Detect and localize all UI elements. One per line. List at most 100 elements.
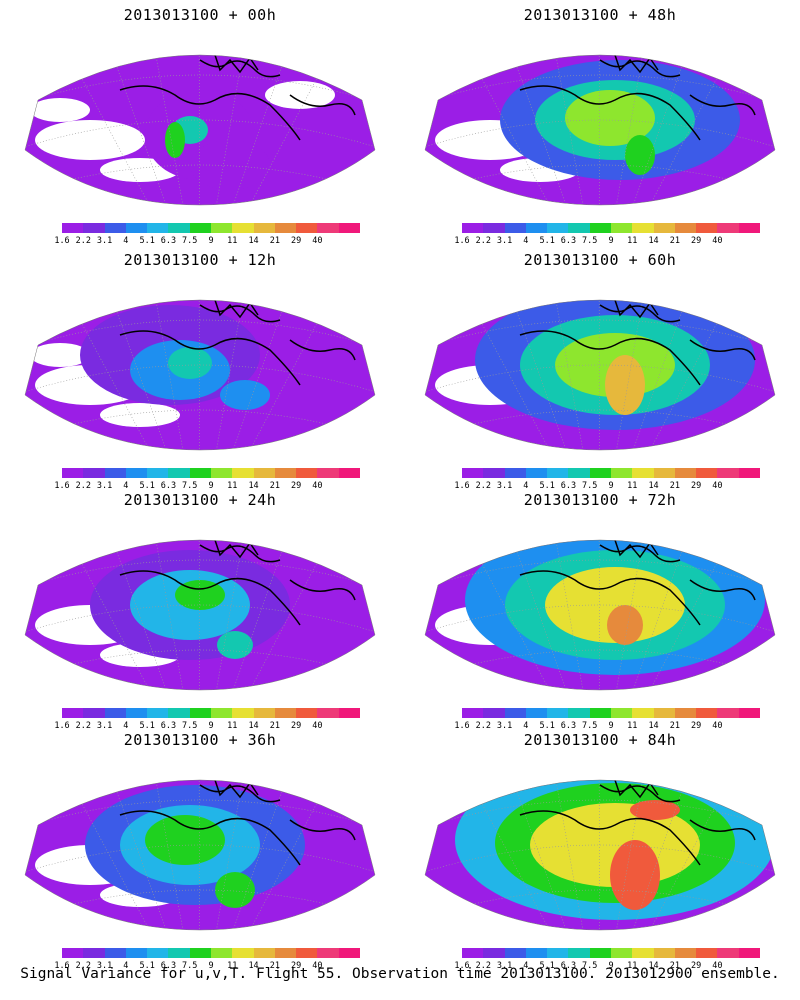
- graticule-parallel: [425, 799, 775, 836]
- panel-title: 2013013100 + 12h: [123, 251, 277, 269]
- colorbar-tick-label: 40: [712, 236, 723, 246]
- colorbar-tick-label: 9: [608, 236, 614, 246]
- colorbar-tick-label: 3.1: [96, 961, 113, 971]
- colorbar-segment: [274, 223, 297, 233]
- colorbar-tick-label: 7.5: [182, 236, 198, 246]
- map-border: [424, 54, 776, 206]
- panel-title: 2013013100 + 24h: [123, 491, 277, 509]
- colorbar-tick-label: 4: [523, 236, 529, 246]
- colorbar-segment: [717, 948, 739, 958]
- colorbar-tick-label: 2.2: [75, 481, 91, 491]
- colorbar-segment: [62, 948, 84, 958]
- colorbar-segment: [147, 948, 169, 958]
- colorbar-segment: [504, 708, 526, 718]
- colorbar-segment: [317, 223, 339, 233]
- colorbar-tick-label: 4: [123, 236, 129, 246]
- colorbar-tick-label: 29: [691, 236, 702, 246]
- colorbar-tick-label: 6.3: [560, 721, 577, 731]
- colorbar-tick-label: 29: [291, 481, 302, 491]
- graticule-meridian: [492, 300, 601, 450]
- colorbar-labels: 1.6 2.2 3.1 4 5.1 6.3 7.5 9 11 14 21 29 40: [54, 721, 360, 731]
- colorbar-segment: [274, 708, 297, 718]
- variance-contour: [605, 355, 645, 415]
- colorbar-segment: [338, 948, 360, 958]
- coastline: [119, 780, 356, 866]
- graticule-parallel: [25, 364, 375, 401]
- graticule-parallel: [425, 559, 775, 596]
- colorbar-tick-label: 1.6: [54, 721, 70, 731]
- colorbar-tick-label: 5.1: [139, 961, 155, 971]
- colorbar-labels: 1.6 2.2 3.1 4 5.1 6.3 7.5 9 11 14 21 29 40: [54, 481, 360, 491]
- colorbar-tick-label: 40: [312, 721, 323, 731]
- low-variance-area: [265, 81, 335, 109]
- map-border: [424, 299, 776, 451]
- colorbar-segment: [189, 948, 211, 958]
- colorbar-segment: [338, 708, 360, 718]
- colorbar-tick-label: 21: [669, 961, 680, 971]
- colorbar-labels: 1.6 2.2 3.1 4 5.1 6.3 7.5 9 11 14 21 29 40: [454, 481, 760, 491]
- colorbar-segment: [232, 223, 254, 233]
- colorbar-segment: [504, 948, 526, 958]
- graticule-meridian: [598, 300, 601, 450]
- colorbar-segment: [62, 223, 84, 233]
- map-border: [24, 539, 376, 691]
- colorbar-tick-label: 3.1: [496, 481, 513, 491]
- colorbar-tick-label: 29: [691, 961, 702, 971]
- colorbar-tick-label: 40: [712, 961, 723, 971]
- colorbar-tick-label: 11: [227, 481, 238, 491]
- colorbar-segment: [568, 948, 590, 958]
- colorbar: [462, 468, 760, 478]
- colorbar-tick-label: 14: [648, 481, 659, 491]
- graticule-parallel: [425, 74, 775, 111]
- colorbar-tick-label: 1.6: [54, 961, 70, 971]
- colorbar-tick-label: 5.1: [139, 721, 155, 731]
- colorbar-segment: [338, 468, 360, 478]
- graticule-parallel: [25, 559, 375, 596]
- graticule-meridian: [598, 55, 601, 205]
- colorbar-tick-label: 9: [608, 481, 614, 491]
- graticule-parallel: [25, 604, 375, 641]
- panel-24h: 2013013100 + 24h 1.6 2.2 3.1 4 5.1 6.3 7.5 9 11 1…: [0, 485, 400, 731]
- colorbar-segment: [610, 948, 633, 958]
- colorbar-tick-label: 7.5: [582, 961, 598, 971]
- coastline: [519, 540, 756, 626]
- variance-contour: [165, 122, 185, 158]
- graticule-parallel: [425, 604, 775, 641]
- colorbar-tick-label: 7.5: [182, 481, 198, 491]
- colorbar-segment: [504, 223, 526, 233]
- colorbar-segment: [317, 948, 339, 958]
- colorbar: [462, 948, 760, 958]
- colorbar-segment: [189, 223, 211, 233]
- colorbar-tick-label: 5.1: [139, 236, 155, 246]
- colorbar-tick-label: 4: [523, 961, 529, 971]
- graticule-meridian: [492, 55, 601, 205]
- colorbar-segment: [568, 223, 590, 233]
- graticule-parallel: [25, 119, 375, 156]
- graticule-parallel: [25, 799, 375, 836]
- coastline: [519, 300, 756, 386]
- colorbar-tick-label: 5.1: [539, 961, 555, 971]
- graticule-meridian: [198, 300, 201, 450]
- coastline: [119, 300, 356, 386]
- colorbar-segment: [653, 708, 675, 718]
- coastline: [519, 780, 756, 866]
- colorbar-tick-label: 21: [269, 961, 280, 971]
- colorbar-tick-label: 7.5: [582, 481, 598, 491]
- colorbar-tick-label: 2.2: [75, 721, 91, 731]
- colorbar-segment: [632, 468, 654, 478]
- colorbar-segment: [253, 468, 275, 478]
- colorbar-tick-label: 2.2: [475, 961, 491, 971]
- panel-00h: 2013013100 + 00h 1.6 2.2 3.1 4 5.1 6.3 7.5 9 11 1…: [0, 0, 400, 246]
- colorbar-segment: [232, 468, 254, 478]
- colorbar-tick-label: 6.3: [560, 236, 577, 246]
- graticule-parallel: [25, 319, 375, 356]
- colorbar-segment: [589, 468, 611, 478]
- colorbar-segment: [568, 468, 590, 478]
- colorbar-segment: [653, 223, 675, 233]
- colorbar-tick-label: 11: [627, 721, 638, 731]
- panel-title: 2013013100 + 00h: [123, 6, 277, 24]
- variance-map: [424, 539, 776, 691]
- colorbar-segment: [253, 223, 275, 233]
- variance-contour: [217, 631, 253, 659]
- panel-60h: 2013013100 + 60h 1.6 2.2 3.1 4 5.1 6.3 7.5 9 11 1…: [400, 245, 800, 491]
